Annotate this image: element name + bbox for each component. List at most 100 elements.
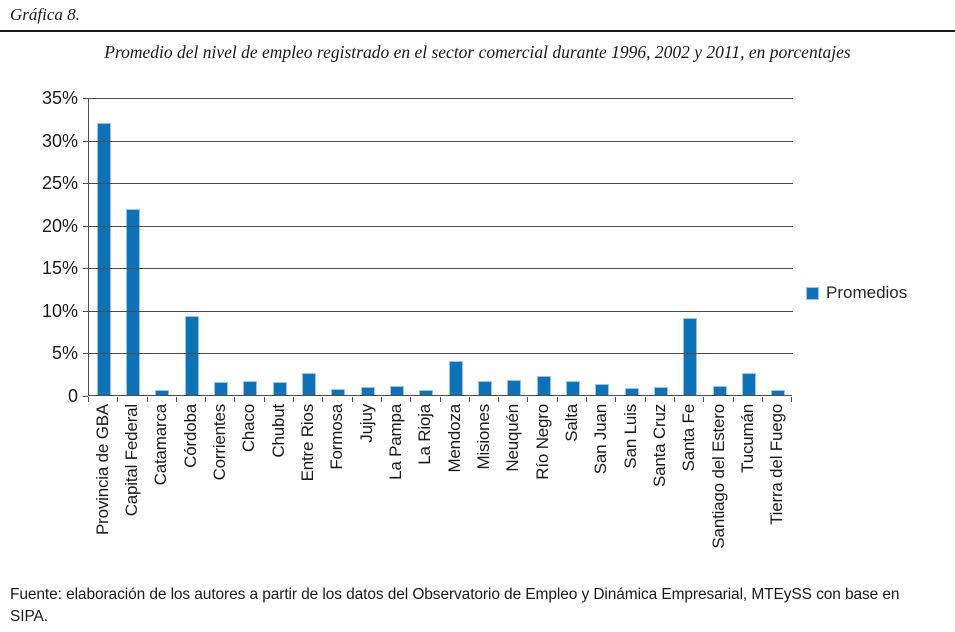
x-label-cell: Corrientes xyxy=(205,404,234,584)
y-axis-label: 15% xyxy=(41,258,78,278)
x-axis-tick xyxy=(118,397,148,402)
bar-cell xyxy=(529,97,558,395)
x-axis-label: Neuquén xyxy=(503,404,523,472)
x-axis-tick xyxy=(411,397,441,402)
x-axis-label: Tucumán xyxy=(737,404,757,473)
x-label-cell: Tierra del Fuego xyxy=(763,404,792,584)
x-axis-tick xyxy=(734,397,763,402)
x-axis-label: Salta xyxy=(561,404,581,442)
x-label-cell: San Juan xyxy=(587,404,616,584)
bar-cell xyxy=(646,97,675,395)
x-axis-tick xyxy=(294,397,324,402)
x-axis-tick xyxy=(323,397,353,402)
bar-cell xyxy=(353,97,382,395)
x-axis-label: Entre Rios xyxy=(297,404,317,482)
x-label-cell: Entre Rios xyxy=(293,404,322,584)
x-axis-label: Santiago del Estero xyxy=(708,404,728,549)
x-axis-label: Tierra del Fuego xyxy=(767,404,787,525)
bar xyxy=(683,318,698,395)
y-axis-tick xyxy=(83,353,88,354)
x-axis-tick xyxy=(353,397,382,402)
x-axis-ticks xyxy=(88,397,793,402)
x-axis-label: Santa Cruz xyxy=(649,404,669,488)
bar xyxy=(595,384,610,395)
bar-cell xyxy=(441,97,470,395)
bar xyxy=(771,390,786,395)
x-axis-label: Provincia de GBA xyxy=(92,404,112,535)
y-axis-label: 30% xyxy=(41,131,78,151)
y-axis-label: 10% xyxy=(41,301,78,321)
bar-cell xyxy=(206,97,235,395)
x-label-cell: Neuquén xyxy=(499,404,528,584)
bar-cell xyxy=(265,97,294,395)
bar-cell xyxy=(118,97,147,395)
bar-cell xyxy=(558,97,587,395)
x-axis-tick xyxy=(528,397,558,402)
x-axis-tick xyxy=(148,397,177,402)
x-axis-label: Corrientes xyxy=(209,404,229,481)
x-axis-tick xyxy=(499,397,529,402)
x-label-cell: La Rioja xyxy=(411,404,440,584)
x-axis-tick xyxy=(382,397,412,402)
bar xyxy=(155,390,170,395)
chart-title: Promedio del nivel de empleo registrado … xyxy=(104,42,851,62)
x-axis-label: Misiones xyxy=(473,404,493,470)
x-label-cell: Capital Federal xyxy=(117,404,146,584)
x-label-cell: San Luis xyxy=(616,404,645,584)
x-axis-tick xyxy=(675,397,705,402)
x-label-cell: Río Negro xyxy=(528,404,557,584)
x-axis-label: Formosa xyxy=(327,404,347,470)
x-label-cell: Tucumán xyxy=(733,404,762,584)
x-label-cell: Misiones xyxy=(469,404,498,584)
y-axis-tick xyxy=(83,98,88,99)
x-axis-label: Río Negro xyxy=(532,404,552,480)
x-label-cell: Santa Cruz xyxy=(645,404,674,584)
y-axis-tick xyxy=(83,141,88,142)
x-axis-tick xyxy=(206,397,236,402)
bar-cell xyxy=(588,97,617,395)
gridline xyxy=(89,311,793,312)
y-axis-tick xyxy=(83,226,88,227)
x-axis-tick xyxy=(235,397,265,402)
x-label-cell: Santiago del Estero xyxy=(704,404,733,584)
x-label-cell: Chubut xyxy=(264,404,293,584)
x-label-cell: Provincia de GBA xyxy=(88,404,117,584)
gridline xyxy=(89,353,793,354)
bar xyxy=(419,390,434,395)
bar-cell xyxy=(764,97,793,395)
bar-cell xyxy=(412,97,441,395)
x-axis-tick xyxy=(470,397,500,402)
bar xyxy=(448,361,463,395)
bar xyxy=(272,382,287,395)
legend-label: Promedios xyxy=(826,283,908,302)
bar xyxy=(301,373,316,395)
gridline xyxy=(89,183,793,184)
bar xyxy=(477,381,492,395)
bar-cell xyxy=(500,97,529,395)
x-axis-tick xyxy=(265,397,295,402)
x-axis-label: Mendoza xyxy=(444,404,464,473)
bar xyxy=(536,376,551,395)
bar-cell xyxy=(617,97,646,395)
bar xyxy=(712,386,727,395)
x-axis-label: Capital Federal xyxy=(121,404,141,517)
plot-area xyxy=(88,97,793,396)
legend: Promedios xyxy=(806,283,907,303)
x-label-cell: Catamarca xyxy=(147,404,176,584)
x-axis-tick xyxy=(441,397,470,402)
bar-cell xyxy=(177,97,206,395)
source-note: Fuente: elaboración de los autores a par… xyxy=(10,586,900,625)
bar-cell xyxy=(89,97,118,395)
x-axis-label: Chubut xyxy=(268,404,288,458)
gridline xyxy=(89,141,793,142)
x-label-cell: Chaco xyxy=(235,404,264,584)
y-axis-tick xyxy=(83,311,88,312)
x-label-cell: Salta xyxy=(557,404,586,584)
x-axis-tick xyxy=(177,397,207,402)
x-axis-label: Córdoba xyxy=(180,404,200,468)
bar xyxy=(624,388,639,395)
gridline xyxy=(89,268,793,269)
y-axis: 35% 30% 25% 20% 15% 10% 5% 0 xyxy=(0,88,88,406)
x-axis-label: Chaco xyxy=(239,404,259,453)
header-divider xyxy=(0,30,955,32)
